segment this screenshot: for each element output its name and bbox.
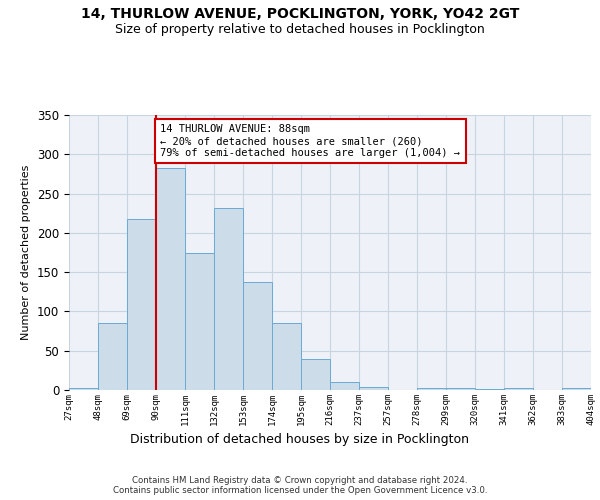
Bar bbox=[214, 208, 243, 390]
Bar bbox=[243, 282, 272, 390]
Text: Size of property relative to detached houses in Pocklington: Size of property relative to detached ho… bbox=[115, 22, 485, 36]
Text: 14 THURLOW AVENUE: 88sqm
← 20% of detached houses are smaller (260)
79% of semi-: 14 THURLOW AVENUE: 88sqm ← 20% of detach… bbox=[160, 124, 460, 158]
Bar bbox=[156, 168, 185, 390]
Bar bbox=[301, 358, 330, 390]
Text: Contains HM Land Registry data © Crown copyright and database right 2024.
Contai: Contains HM Land Registry data © Crown c… bbox=[113, 476, 487, 495]
Text: 14, THURLOW AVENUE, POCKLINGTON, YORK, YO42 2GT: 14, THURLOW AVENUE, POCKLINGTON, YORK, Y… bbox=[81, 8, 519, 22]
Bar bbox=[417, 388, 446, 390]
Bar bbox=[330, 382, 359, 390]
Bar bbox=[475, 389, 504, 390]
Bar bbox=[504, 388, 533, 390]
Bar bbox=[127, 218, 156, 390]
Bar bbox=[359, 387, 388, 390]
Bar bbox=[272, 323, 301, 390]
Bar bbox=[185, 252, 214, 390]
Bar bbox=[446, 388, 475, 390]
Bar bbox=[69, 388, 98, 390]
Bar bbox=[98, 323, 127, 390]
Bar bbox=[562, 388, 591, 390]
Y-axis label: Number of detached properties: Number of detached properties bbox=[22, 165, 31, 340]
Text: Distribution of detached houses by size in Pocklington: Distribution of detached houses by size … bbox=[131, 432, 470, 446]
